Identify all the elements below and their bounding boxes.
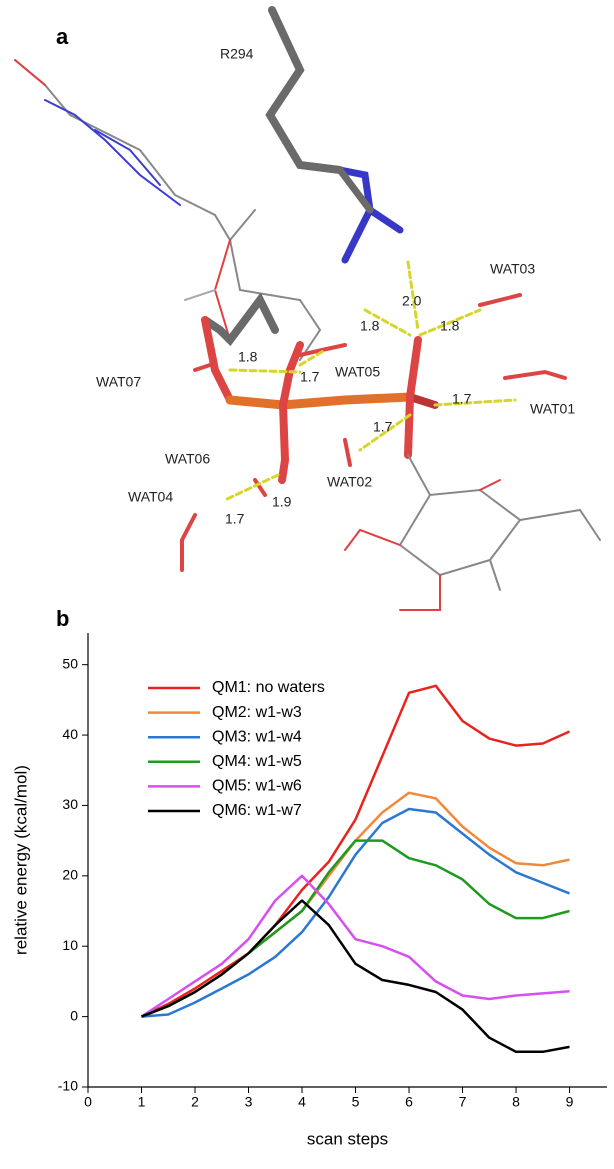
y-tick-label: 30 <box>62 796 78 812</box>
legend-label: QM3: w1-w4 <box>212 728 302 745</box>
x-tick-label: 7 <box>459 1094 467 1110</box>
distance-label: 1.7 <box>452 391 472 407</box>
water-label: WAT04 <box>128 489 173 505</box>
panel-label: b <box>56 606 69 631</box>
water-label: WAT05 <box>335 364 380 380</box>
series-line <box>141 807 570 1018</box>
legend-label: QM6: w1-w7 <box>212 802 302 819</box>
distance-label: 2.0 <box>402 293 422 309</box>
y-tick-label: 50 <box>62 655 78 671</box>
y-tick-label: -10 <box>58 1078 78 1094</box>
x-tick-label: 3 <box>245 1094 253 1110</box>
series-line <box>140 874 570 1018</box>
x-tick-label: 2 <box>191 1094 199 1110</box>
water-label: WAT06 <box>165 451 210 467</box>
series-line <box>141 899 570 1054</box>
y-tick-label: 0 <box>70 1007 78 1023</box>
x-tick-label: 4 <box>298 1094 306 1110</box>
distance-label: 1.7 <box>300 369 320 385</box>
series-line <box>140 684 571 1018</box>
x-tick-label: 5 <box>352 1094 360 1110</box>
water-label: WAT07 <box>96 374 141 390</box>
distance-label: 1.8 <box>238 349 258 365</box>
distance-label: 1.8 <box>440 318 460 334</box>
distance-label: 1.9 <box>272 494 292 510</box>
x-tick-label: 1 <box>138 1094 146 1110</box>
series-line <box>141 791 570 1018</box>
molecule-structure <box>14 6 601 611</box>
series-line <box>141 839 570 1018</box>
legend-label: QM5: w1-w6 <box>212 778 302 795</box>
y-tick-label: 20 <box>62 867 78 883</box>
residue-label: R294 <box>220 46 254 62</box>
water-label: WAT01 <box>530 401 575 417</box>
y-tick-label: 40 <box>62 726 78 742</box>
distance-label: 1.8 <box>360 318 380 334</box>
chart: -10 0 10 20 30 40 50 0 1 2 3 4 5 6 7 8 9 scan steps relati… <box>11 633 607 1148</box>
x-tick-label: 0 <box>84 1094 92 1110</box>
y-axis-label: relative energy (kcal/mol) <box>11 765 30 955</box>
x-axis-label: scan steps <box>307 1129 388 1148</box>
y-tick-label: 10 <box>62 937 78 953</box>
panel-label: a <box>56 24 69 49</box>
x-tick-label: 6 <box>405 1094 413 1110</box>
water-label: WAT02 <box>327 474 372 490</box>
water-label: WAT03 <box>490 261 535 277</box>
legend-label: QM2: w1-w3 <box>212 704 302 721</box>
legend-label: QM1: no waters <box>212 679 325 696</box>
distance-label: 1.7 <box>225 511 245 527</box>
x-tick-label: 9 <box>566 1094 574 1110</box>
legend-label: QM4: w1-w5 <box>212 753 302 770</box>
x-tick-label: 8 <box>512 1094 520 1110</box>
distance-label: 1.7 <box>373 419 393 435</box>
